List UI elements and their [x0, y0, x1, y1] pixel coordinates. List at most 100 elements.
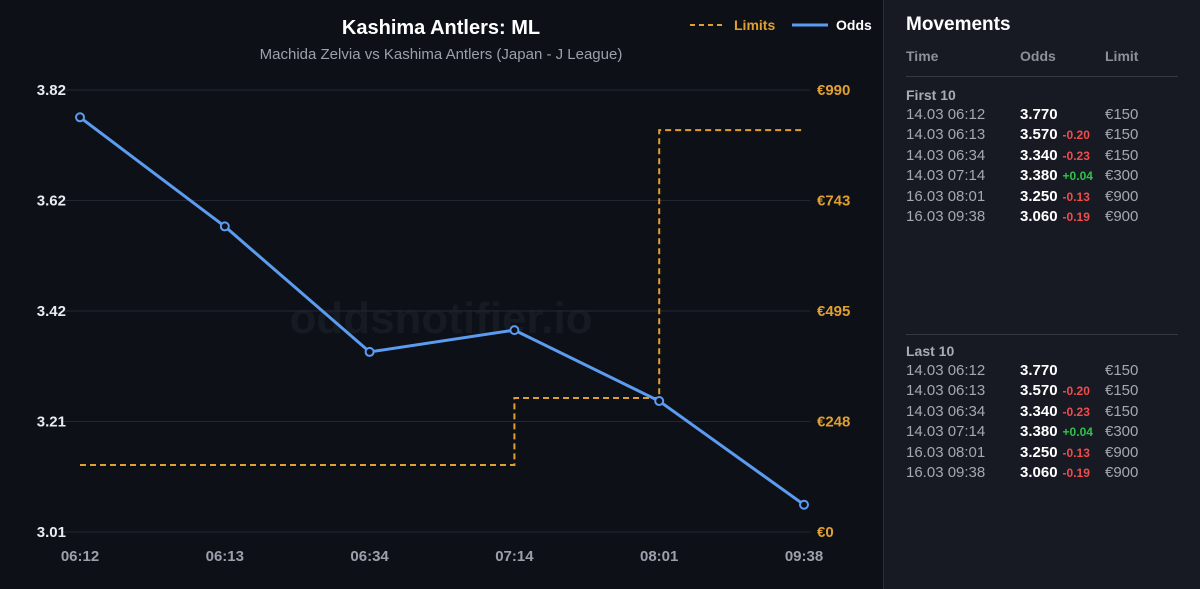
movement-row: 14.03 06:34 3.340 -0.23 €150 [884, 147, 1200, 167]
odds-point[interactable] [799, 499, 809, 510]
movement-limit: €150 [1105, 402, 1139, 420]
movement-odds-cell: 3.770 [1020, 362, 1058, 379]
y-left-tick-label: 3.82 [37, 82, 66, 99]
movement-odds-cell: 3.380 +0.04 [1020, 423, 1093, 440]
movement-time: 14.03 06:13 [906, 126, 986, 144]
col-time-header: Time [906, 48, 939, 64]
movement-limit: €150 [1105, 106, 1139, 123]
movement-row: 16.03 08:01 3.250 -0.13 €900 [884, 444, 1200, 464]
movement-limit: €300 [1105, 167, 1139, 185]
legend-limits-label[interactable]: Limits [734, 17, 775, 33]
movement-odds: 3.380 [1020, 423, 1058, 441]
movement-odds: 3.570 [1020, 382, 1058, 400]
odds-chart: Kashima Antlers: ML Machida Zelvia vs Ka… [37, 17, 872, 565]
odds-point[interactable] [75, 112, 85, 123]
movement-row: 14.03 06:13 3.570 -0.20 €150 [884, 126, 1200, 146]
movement-limit: €300 [1105, 423, 1139, 441]
movement-delta: -0.13 [1062, 445, 1090, 460]
movement-row: 14.03 07:14 3.380 +0.04 €300 [884, 167, 1200, 187]
movement-odds-cell: 3.250 -0.13 [1020, 188, 1090, 205]
y-left-tick-label: 3.42 [37, 303, 66, 320]
movement-odds: 3.570 [1020, 126, 1058, 144]
odds-point[interactable] [654, 396, 665, 407]
y-left-tick-label: 3.01 [37, 524, 66, 541]
movement-row: 14.03 06:12 3.770 €150 [884, 362, 1200, 382]
movement-time: 14.03 06:34 [906, 402, 986, 420]
movement-row: 14.03 07:14 3.380 +0.04 €300 [884, 423, 1200, 443]
movement-time: 14.03 07:14 [906, 167, 986, 185]
movement-delta: +0.04 [1062, 425, 1093, 440]
movement-time: 14.03 06:13 [906, 382, 986, 400]
odds-line [79, 116, 805, 506]
movement-odds: 3.380 [1020, 167, 1058, 185]
x-tick-label: 07:14 [495, 548, 534, 565]
group-title-last: Last 10 [906, 343, 955, 359]
movement-odds-cell: 3.340 -0.23 [1020, 403, 1090, 420]
movement-delta: -0.19 [1062, 210, 1090, 224]
y-right-tick-label: €495 [817, 303, 850, 320]
movement-row: 14.03 06:34 3.340 -0.23 €150 [884, 403, 1200, 423]
movement-limit: €150 [1105, 146, 1139, 164]
movement-row: 14.03 06:13 3.570 -0.20 €150 [884, 382, 1200, 402]
movement-time: 14.03 07:14 [906, 423, 986, 441]
odds-point[interactable] [219, 221, 230, 232]
movement-time: 16.03 09:38 [906, 208, 986, 225]
movement-odds-cell: 3.060 -0.19 [1020, 208, 1090, 225]
x-axis: 06:12 06:13 06:34 07:14 08:01 09:38 [61, 548, 823, 565]
movement-odds: 3.060 [1020, 464, 1058, 481]
y-right-tick-label: €0 [817, 524, 834, 541]
movement-delta: +0.04 [1062, 169, 1093, 184]
movement-odds: 3.340 [1020, 402, 1058, 420]
chart-panel: Kashima Antlers: ML Machida Zelvia vs Ka… [36, 17, 872, 565]
movement-odds: 3.250 [1020, 187, 1058, 205]
movement-odds: 3.770 [1020, 106, 1058, 123]
movement-limit: €900 [1105, 187, 1139, 205]
y-right-tick-label: €990 [817, 82, 850, 99]
movement-odds-cell: 3.570 -0.20 [1020, 382, 1090, 399]
odds-point[interactable] [509, 325, 520, 336]
movement-time: 16.03 08:01 [906, 187, 986, 205]
movement-row: 16.03 08:01 3.250 -0.13 €900 [884, 188, 1200, 208]
y-left-tick-label: 3.62 [37, 193, 66, 210]
y-axis-left: 3.82 3.62 3.42 3.21 3.01 [37, 82, 66, 541]
group-title-first: First 10 [906, 87, 956, 103]
movement-odds: 3.770 [1020, 362, 1058, 379]
movement-odds-cell: 3.570 -0.20 [1020, 126, 1090, 143]
x-tick-label: 06:34 [350, 548, 389, 565]
odds-point[interactable] [364, 346, 375, 357]
movement-delta: -0.20 [1062, 128, 1090, 143]
movement-delta: -0.13 [1062, 189, 1090, 204]
col-odds-header: Odds [1020, 48, 1056, 64]
movement-time: 14.03 06:12 [906, 362, 986, 379]
movement-delta: -0.23 [1062, 404, 1090, 419]
movement-odds: 3.060 [1020, 208, 1058, 225]
watermark: oddsnotifier.io [289, 294, 592, 343]
movement-time: 14.03 06:12 [906, 106, 986, 123]
movement-odds: 3.340 [1020, 146, 1058, 164]
movement-limit: €150 [1105, 382, 1139, 400]
movement-odds-cell: 3.060 -0.19 [1020, 464, 1090, 481]
movement-odds-cell: 3.770 [1020, 106, 1058, 123]
movement-delta: -0.20 [1062, 384, 1090, 399]
x-tick-label: 09:38 [785, 548, 823, 565]
legend-odds-label[interactable]: Odds [836, 17, 872, 33]
group-divider [906, 334, 1178, 335]
movement-row: 14.03 06:12 3.770 €150 [884, 106, 1200, 126]
movement-odds: 3.250 [1020, 443, 1058, 461]
chart-subtitle: Machida Zelvia vs Kashima Antlers (Japan… [260, 46, 623, 63]
y-right-tick-label: €248 [817, 414, 850, 431]
x-tick-label: 08:01 [640, 548, 678, 565]
movements-title: Movements [906, 14, 1011, 35]
odds-series [75, 112, 809, 510]
y-axis-right: €990 €743 €495 €248 €0 [817, 82, 850, 541]
movement-time: 16.03 08:01 [906, 443, 986, 461]
movement-odds-cell: 3.340 -0.23 [1020, 147, 1090, 164]
col-limit-header: Limit [1105, 48, 1139, 64]
legend: Limits Odds [690, 17, 872, 33]
movements-panel: Movements Time Odds Limit First 10 14.03… [883, 0, 1200, 589]
movement-delta: -0.23 [1062, 148, 1090, 163]
movement-odds-cell: 3.250 -0.13 [1020, 444, 1090, 461]
movement-limit: €150 [1105, 126, 1139, 144]
y-left-tick-label: 3.21 [37, 414, 66, 431]
movement-limit: €150 [1105, 362, 1139, 379]
